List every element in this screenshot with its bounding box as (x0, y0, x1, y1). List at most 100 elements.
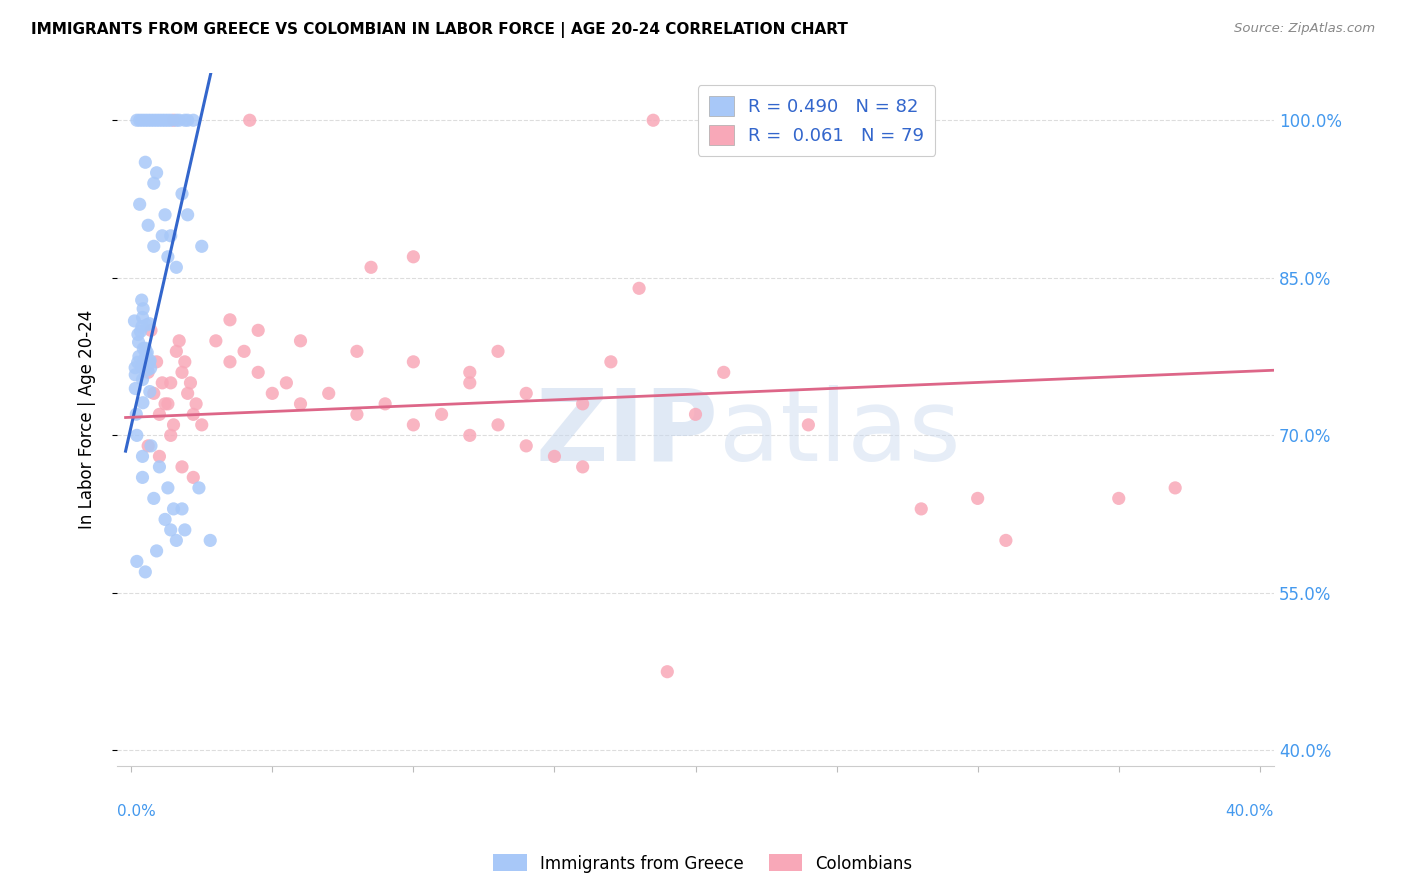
Point (148, 450, 170, 464)
Point (219, 313, 242, 327)
Point (125, 407, 148, 421)
Point (170, 186, 193, 201)
Point (402, 355, 425, 369)
Point (173, 355, 195, 369)
Point (190, 417, 212, 432)
Point (136, 363, 159, 377)
Point (200, 533, 222, 548)
Point (233, 344, 256, 359)
Point (374, 397, 396, 411)
Point (360, 260, 382, 275)
Point (124, 314, 146, 328)
Point (127, 355, 149, 369)
Point (136, 219, 159, 233)
Point (176, 113, 198, 128)
Point (139, 113, 162, 128)
Point (128, 350, 150, 364)
Point (136, 365, 159, 379)
Point (139, 439, 162, 453)
Point (125, 554, 148, 568)
Point (127, 327, 149, 342)
Point (124, 360, 146, 375)
Point (628, 281, 651, 295)
Point (131, 319, 153, 334)
Point (276, 376, 298, 390)
Point (239, 113, 262, 128)
Point (153, 113, 176, 128)
Point (156, 397, 179, 411)
Point (128, 197, 150, 211)
Point (247, 323, 270, 337)
Point (131, 450, 153, 464)
Point (181, 470, 204, 484)
Point (150, 228, 173, 243)
Point (571, 397, 593, 411)
Point (318, 386, 340, 401)
Point (994, 533, 1017, 548)
Point (159, 523, 181, 537)
Point (515, 439, 537, 453)
Point (150, 113, 173, 128)
Point (159, 228, 181, 243)
Point (165, 533, 187, 548)
Point (247, 365, 270, 379)
Point (142, 113, 165, 128)
Text: atlas: atlas (718, 385, 960, 482)
Text: ZIP: ZIP (536, 385, 718, 482)
Point (515, 386, 537, 401)
Point (458, 428, 481, 442)
Point (290, 397, 312, 411)
Point (458, 376, 481, 390)
Point (346, 408, 368, 422)
Y-axis label: In Labor Force | Age 20-24: In Labor Force | Age 20-24 (79, 310, 96, 529)
Point (170, 502, 193, 516)
Point (142, 491, 165, 506)
Point (125, 428, 148, 442)
Point (131, 293, 153, 307)
Point (124, 368, 146, 382)
Point (685, 408, 707, 422)
Point (136, 113, 159, 128)
Point (170, 459, 193, 474)
Point (657, 665, 679, 679)
Text: 40.0%: 40.0% (1226, 805, 1274, 820)
Point (599, 355, 621, 369)
Point (148, 459, 170, 474)
Point (430, 408, 453, 422)
Point (1108, 491, 1130, 506)
Point (165, 113, 187, 128)
Point (543, 450, 565, 464)
Point (486, 417, 509, 432)
Point (132, 301, 155, 316)
Point (145, 544, 167, 558)
Point (132, 342, 155, 356)
Point (131, 310, 153, 325)
Point (135, 351, 157, 365)
Point (167, 113, 190, 128)
Text: IMMIGRANTS FROM GREECE VS COLOMBIAN IN LABOR FORCE | AGE 20-24 CORRELATION CHART: IMMIGRANTS FROM GREECE VS COLOMBIAN IN L… (31, 22, 848, 38)
Point (153, 512, 176, 526)
Point (125, 113, 148, 128)
Point (219, 355, 242, 369)
Point (131, 470, 153, 484)
Point (128, 113, 150, 128)
Point (571, 459, 593, 474)
Point (142, 386, 165, 401)
Point (132, 395, 155, 409)
Point (139, 384, 162, 399)
Point (173, 523, 195, 537)
Point (346, 344, 368, 359)
Text: Source: ZipAtlas.com: Source: ZipAtlas.com (1234, 22, 1375, 36)
Point (179, 376, 201, 390)
Point (173, 113, 195, 128)
Point (124, 382, 146, 396)
Point (181, 408, 204, 422)
Point (156, 250, 179, 264)
Point (290, 334, 312, 348)
Point (134, 155, 156, 169)
Point (643, 113, 665, 128)
Point (205, 334, 228, 348)
Point (713, 365, 735, 379)
Legend: Immigrants from Greece, Colombians: Immigrants from Greece, Colombians (486, 847, 920, 880)
Point (145, 355, 167, 369)
